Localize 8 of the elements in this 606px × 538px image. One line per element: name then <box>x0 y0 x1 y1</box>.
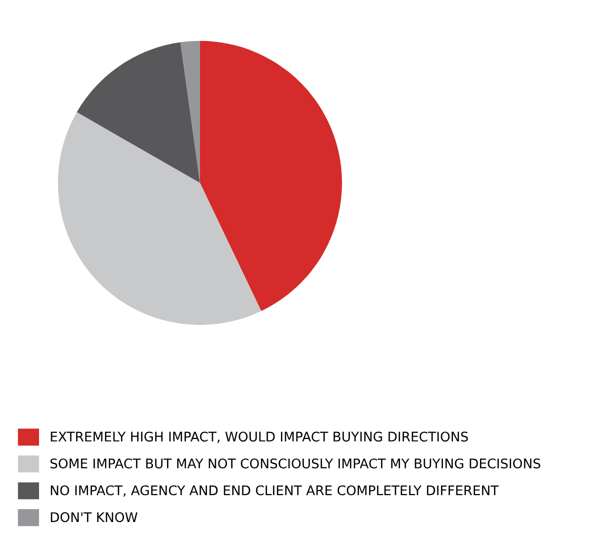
legend-label: NO IMPACT, AGENCY AND END CLIENT ARE COMPLETELY DIFFERENT <box>50 485 499 497</box>
legend-label: EXTREMELY HIGH IMPACT, WOULD IMPACT BUYING DIRECTIONS <box>50 432 468 443</box>
pie-slice <box>58 112 262 325</box>
pie-slice <box>76 42 200 183</box>
pie-slice <box>200 40 342 312</box>
pie-slice <box>180 40 200 183</box>
legend-label: DON'T KNOW <box>50 512 138 522</box>
legend-label: SOME IMPACT BUT MAY NOT CONSCIOUSLY IMPACT MY BUYING DECISIONS <box>50 458 540 468</box>
